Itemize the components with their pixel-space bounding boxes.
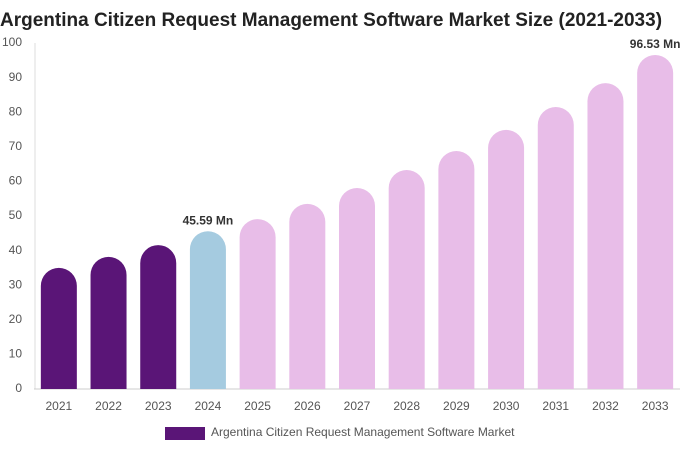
chart-title: Argentina Citizen Request Management Sof…	[0, 10, 662, 31]
legend-swatch	[165, 427, 205, 440]
x-tick-label: 2030	[493, 399, 520, 413]
x-tick-label: 2025	[244, 399, 271, 413]
y-tick-label: 20	[9, 312, 23, 326]
y-tick-label: 70	[9, 139, 23, 153]
bar	[239, 219, 276, 389]
bar	[339, 187, 375, 389]
bar	[488, 129, 525, 389]
y-tick-label: 10	[9, 347, 23, 361]
x-tick-label: 2031	[542, 399, 569, 413]
y-tick-label: 40	[9, 243, 23, 257]
y-tick-label: 0	[15, 381, 22, 395]
y-tick-label: 50	[9, 208, 23, 222]
bar	[140, 245, 177, 389]
x-tick-label: 2027	[344, 399, 371, 413]
bar	[537, 107, 574, 389]
legend-label: Argentina Citizen Request Management Sof…	[211, 425, 515, 439]
x-tick-label: 2021	[45, 399, 72, 413]
bar	[289, 203, 326, 389]
bar	[90, 256, 127, 389]
x-tick-label: 2028	[393, 399, 420, 413]
y-tick-label: 80	[9, 104, 23, 118]
bar	[587, 83, 624, 390]
y-tick-label: 100	[2, 35, 22, 49]
x-tick-label: 2033	[642, 399, 669, 413]
bar	[438, 150, 475, 389]
y-tick-label: 90	[9, 70, 23, 84]
value-label: 45.59 Mn	[183, 213, 234, 227]
x-tick-label: 2022	[95, 399, 122, 413]
bar	[189, 231, 226, 389]
x-tick-label: 2032	[592, 399, 619, 413]
bar	[637, 55, 674, 390]
bar	[40, 267, 77, 389]
bar	[388, 169, 425, 389]
x-tick-label: 2026	[294, 399, 321, 413]
y-tick-label: 60	[9, 174, 23, 188]
y-tick-label: 30	[9, 277, 23, 291]
value-label: 96.53 Mn	[630, 37, 680, 51]
x-tick-label: 2023	[145, 399, 172, 413]
x-tick-label: 2029	[443, 399, 470, 413]
x-tick-label: 2024	[195, 399, 222, 413]
